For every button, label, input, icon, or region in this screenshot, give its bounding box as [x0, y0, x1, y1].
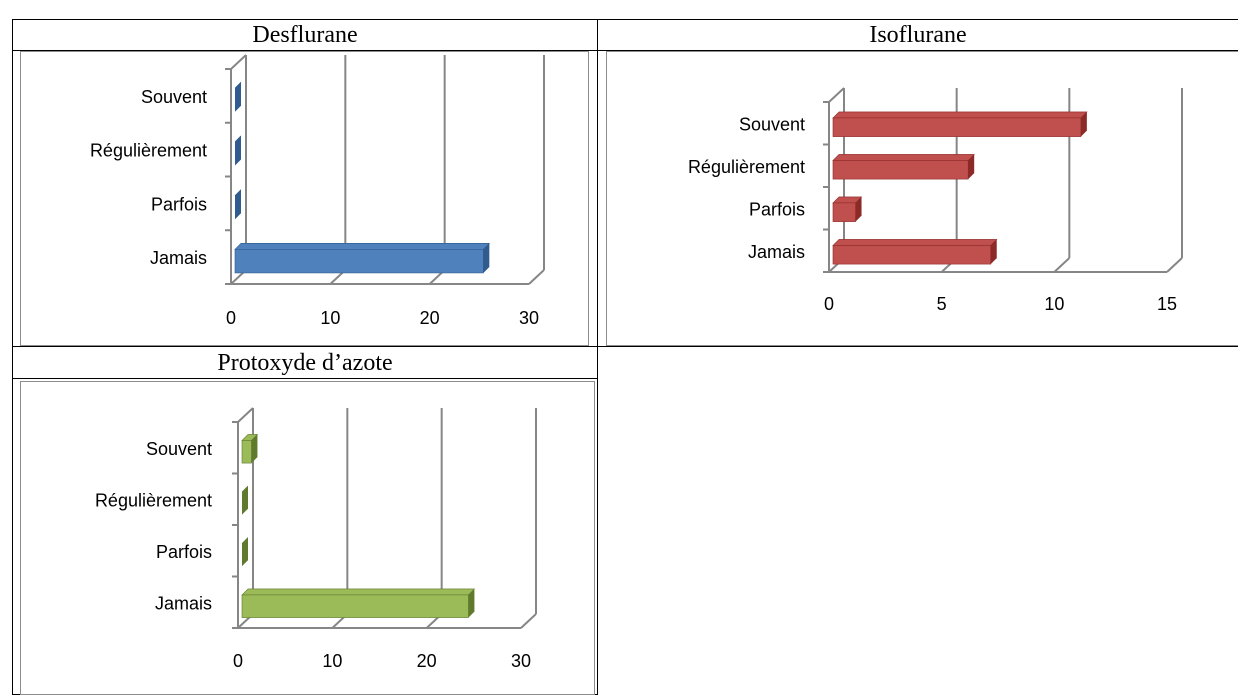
bar-top	[832, 239, 998, 246]
table-border-mid	[12, 346, 1238, 347]
left-wall-top	[237, 407, 254, 423]
bar-side	[855, 196, 862, 222]
floor-edge	[528, 269, 545, 285]
category-label: Jamais	[155, 593, 212, 613]
x-tick-label: 0	[824, 294, 834, 314]
x-tick-label: 0	[233, 651, 243, 671]
category-label: Souvent	[141, 87, 207, 107]
bar-top	[241, 588, 476, 596]
bar-side	[235, 82, 241, 112]
x-tick-label: 10	[322, 651, 342, 671]
chart-isoflurane-plot: Souvent Régulièrement Parfois Jamais 0 5 10 15	[688, 87, 1183, 314]
bar-side	[483, 243, 490, 273]
floor-edge	[520, 613, 537, 629]
x-tick-label: 10	[1044, 294, 1064, 314]
chart-protoxyde: Souvent Régulièrement Parfois Jamais 0 10 20 30	[20, 381, 595, 695]
bar	[832, 160, 969, 180]
x-tick-label: 5	[937, 294, 947, 314]
category-label: Souvent	[146, 439, 212, 459]
table-border-top	[12, 19, 1238, 20]
left-wall-top	[230, 54, 247, 70]
category-label: Souvent	[739, 114, 805, 134]
chart-protoxyde-plot: Souvent Régulièrement Parfois Jamais 0 10 20 30	[95, 407, 537, 671]
bar-side	[990, 239, 997, 265]
x-tick-label: 0	[226, 308, 236, 328]
bar-top	[234, 243, 491, 250]
bar-side	[235, 189, 241, 220]
chart-title-desflurane: Desflurane	[252, 22, 358, 48]
bar	[832, 245, 992, 265]
bar	[832, 202, 856, 222]
chart-isoflurane: Souvent Régulièrement Parfois Jamais 0 5 10 15	[606, 51, 1238, 346]
title-separator-2	[12, 378, 597, 379]
category-label: Régulièrement	[90, 141, 207, 161]
table-border-left	[12, 19, 13, 695]
bar	[234, 249, 484, 274]
x-tick-label: 20	[420, 308, 440, 328]
bar-side	[1080, 111, 1087, 137]
category-label: Parfois	[151, 194, 207, 214]
bar-side	[968, 154, 975, 180]
table-border-center	[597, 19, 598, 695]
floor-edge	[1166, 257, 1183, 273]
chart-title-protoxyde: Protoxyde d’azote	[217, 350, 393, 376]
title-separator-1	[12, 50, 1238, 51]
bar	[241, 594, 469, 618]
floor-edge	[1053, 257, 1071, 273]
x-tick-label: 30	[511, 651, 531, 671]
bar-side	[251, 434, 258, 464]
category-label: Régulièrement	[95, 490, 212, 510]
bar-side	[242, 537, 248, 567]
bar-side	[242, 485, 248, 515]
category-label: Parfois	[156, 542, 212, 562]
chart-desflurane-plot: Souvent Régulièrement Parfois Jamais 0 10 20 30	[90, 54, 545, 328]
bar	[832, 117, 1082, 137]
bar-top	[832, 154, 975, 161]
category-label: Jamais	[150, 248, 207, 268]
bar-top	[832, 111, 1088, 119]
bar	[241, 440, 252, 464]
category-label: Parfois	[749, 199, 805, 219]
x-tick-label: 30	[519, 308, 539, 328]
bar-side	[235, 135, 241, 166]
category-label: Jamais	[748, 242, 805, 262]
left-wall-top	[828, 87, 845, 103]
x-tick-label: 10	[320, 308, 340, 328]
chart-title-isoflurane: Isoflurane	[869, 22, 967, 48]
chart-desflurane: Souvent Régulièrement Parfois Jamais 0 10 20 30	[20, 51, 589, 346]
category-label: Régulièrement	[688, 157, 805, 177]
x-tick-label: 15	[1157, 294, 1177, 314]
bar-side	[468, 588, 475, 618]
x-tick-label: 20	[417, 651, 437, 671]
